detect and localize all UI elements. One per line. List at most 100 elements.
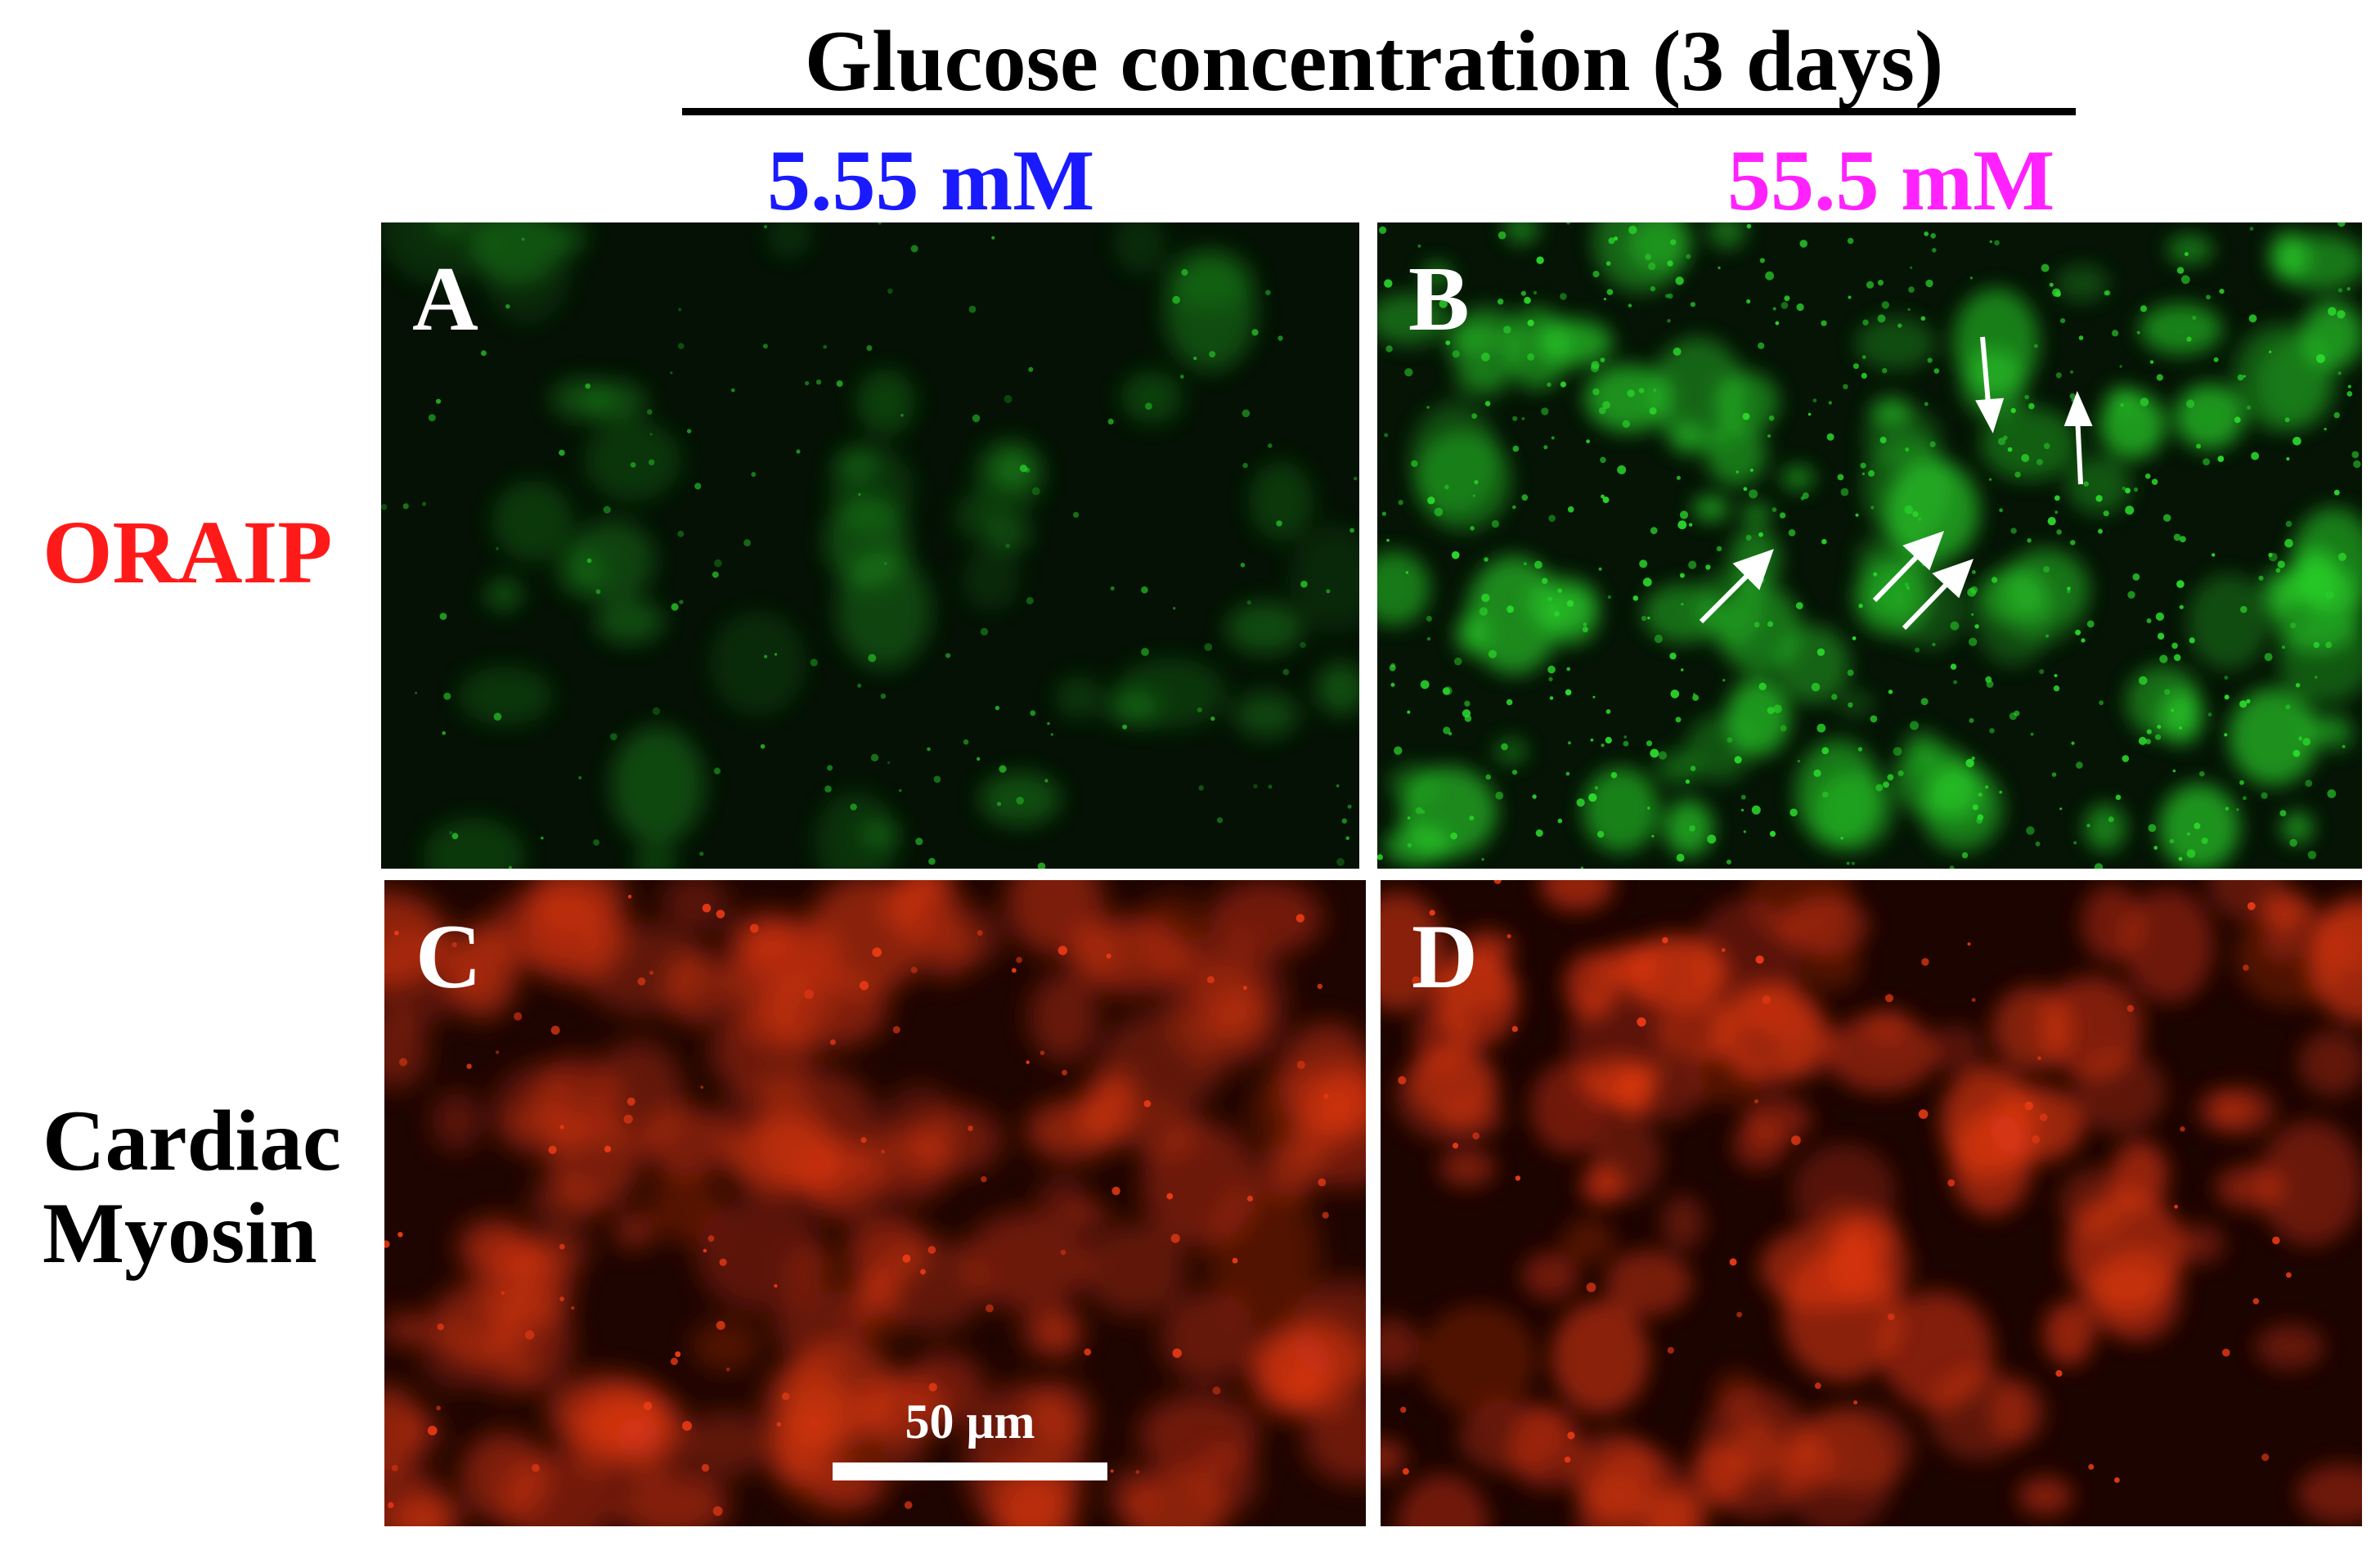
cell-blob [1066,1202,1108,1228]
fluorescent-speck [1861,372,1867,379]
fluorescent-speck [1434,507,1444,517]
cell-blob [836,551,932,670]
fluorescent-speck [2112,330,2119,337]
fluorescent-speck [1511,770,1518,775]
cell-blob [1605,1249,1692,1316]
fluorescent-speck [1030,710,1036,717]
fluorescent-speck [451,833,459,840]
fluorescent-speck [2159,654,2168,663]
fluorescent-speck [1469,815,1475,820]
cell-blob [457,666,554,726]
fluorescent-speck [1653,389,1657,392]
cell-blob [2229,688,2319,786]
cell-blob [497,1255,549,1292]
fluorescent-speck [1448,731,1453,736]
cell-blob [1082,1223,1187,1316]
cell-blob [685,1410,768,1478]
fluorescent-speck [1583,622,1587,627]
fluorescent-speck [1610,771,1618,779]
fluorescent-speck [2021,454,2030,462]
cell-blob [1304,1399,1366,1484]
fluorescent-speck [1242,462,1248,469]
fluorescent-speck [2261,1453,2270,1462]
fluorescent-speck [1527,319,1534,326]
fluorescent-speck [443,692,451,700]
fluorescent-speck [2060,318,2066,324]
fluorescent-speck [2146,618,2152,623]
fluorescent-speck [762,344,768,349]
fluorescent-speck [1989,240,1992,244]
fluorescent-speck [1389,664,1396,672]
fluorescent-speck [910,245,918,253]
fluorescent-speck [2032,1135,2041,1144]
fluorescent-speck [900,413,904,417]
fluorescent-speck [2153,846,2158,850]
fluorescent-speck [2030,732,2034,736]
fluorescent-speck [1875,784,1884,792]
fluorescent-speck [2140,398,2149,407]
cell-blob [799,1141,886,1220]
fluorescent-speck [2289,838,2297,847]
fluorescent-speck [623,1114,633,1124]
fluorescent-speck [707,1235,715,1242]
fluorescent-speck [1524,296,1531,304]
fluorescent-speck [2327,789,2337,798]
fluorescent-speck [1646,740,1653,747]
fluorescent-speck [1600,357,1605,362]
cell-blob [1990,1085,2085,1163]
fluorescent-speck [1905,447,1910,452]
fluorescent-speck [1779,512,1786,519]
fluorescent-speck [2225,806,2230,811]
fluorescent-speck [1197,707,1202,713]
fluorescent-speck [2248,314,2257,323]
scale-bar [833,1462,1107,1480]
cell-blob [1780,895,1870,956]
fluorescent-speck [1557,818,1563,824]
fluorescent-speck [2325,641,2333,649]
fluorescent-speck [1650,748,1659,758]
fluorescent-speck [1821,747,1830,755]
cell-blob [2066,456,2131,514]
fluorescent-speck [2149,360,2154,364]
fluorescent-speck [2333,489,2340,496]
fluorescent-speck [1658,751,1668,760]
micrograph-panel-b: B [1377,222,2362,869]
fluorescent-speck [480,350,487,357]
fluorescent-speck [1354,477,1358,481]
fluorescent-speck [1512,505,1516,510]
fluorescent-speck [1692,694,1699,701]
fluorescent-speck [883,561,887,565]
cell-blob [2297,1463,2362,1525]
fluorescent-speck [1404,368,1413,377]
fluorescent-speck [2219,289,2225,294]
fluorescent-speck [1650,285,1656,292]
fluorescent-speck [1999,508,2003,513]
fluorescent-speck [2081,638,2086,643]
fluorescent-speck [637,977,646,986]
cell-blob [766,222,812,258]
fluorescent-speck [1503,326,1511,334]
fluorescent-speck [1989,478,1992,481]
fluorescent-speck [1743,487,1748,492]
fluorescent-speck [1547,665,1556,674]
cell-blob [1381,892,1446,1012]
fluorescent-speck [751,472,757,477]
row-label-line-1: Cardiac [43,1093,342,1188]
fluorescent-speck [1439,299,1448,308]
fluorescent-speck [1588,793,1597,802]
fluorescent-speck [679,600,684,604]
fluorescent-speck [920,1269,926,1275]
cell-blob [1650,337,1745,451]
cell-blob [2167,235,2213,264]
cell-blob [2084,804,2126,851]
fluorescent-speck [593,839,599,846]
fluorescent-speck [1649,407,1657,415]
fluorescent-speck [1627,389,1635,398]
fluorescent-speck [2155,734,2162,740]
fluorescent-speck [1592,271,1600,278]
fluorescent-speck [927,1246,936,1254]
cell-blob [485,579,523,611]
fluorescent-speck [2157,725,2162,730]
fluorescent-speck [1989,728,1995,734]
fluorescent-speck [2067,586,2071,591]
